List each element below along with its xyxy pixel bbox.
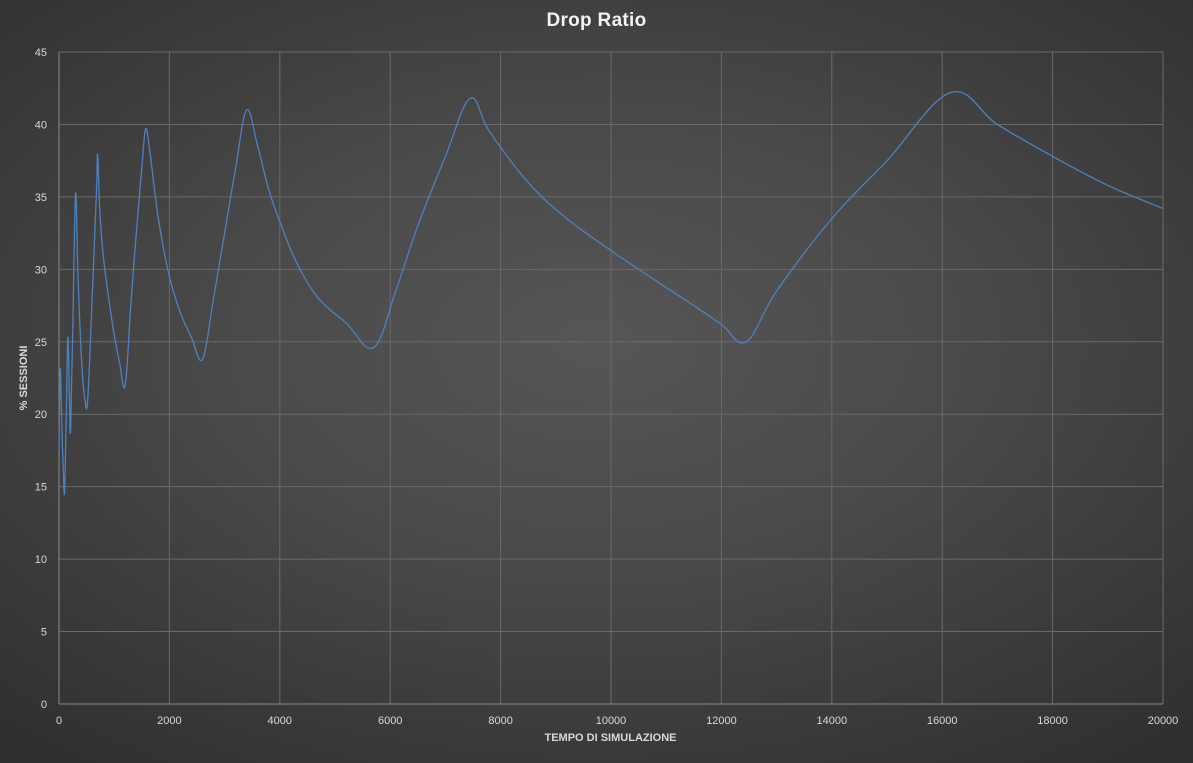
- x-tick-label: 4000: [268, 715, 292, 727]
- x-tick-label: 6000: [378, 715, 402, 727]
- y-tick-label: 30: [35, 264, 47, 276]
- x-axis-title: TEMPO DI SIMULAZIONE: [544, 732, 677, 744]
- x-tick-label: 0: [56, 715, 62, 727]
- y-tick-label: 0: [41, 699, 47, 711]
- x-tick-label: 2000: [157, 715, 181, 727]
- x-tick-label: 20000: [1148, 715, 1179, 727]
- x-tick-label: 16000: [927, 715, 958, 727]
- x-tick-label: 14000: [817, 715, 848, 727]
- y-tick-label: 40: [35, 119, 47, 131]
- y-axis-title: % SESSIONI: [18, 345, 30, 411]
- y-tick-label: 45: [35, 47, 47, 59]
- y-tick-label: 20: [35, 409, 47, 421]
- x-tick-label: 18000: [1037, 715, 1068, 727]
- y-tick-label: 35: [35, 192, 47, 204]
- x-tick-label: 12000: [706, 715, 737, 727]
- y-tick-label: 25: [35, 337, 47, 349]
- x-tick-label: 10000: [596, 715, 627, 727]
- chart-title: Drop Ratio: [546, 10, 647, 31]
- y-tick-label: 5: [41, 627, 47, 639]
- x-tick-label: 8000: [488, 715, 512, 727]
- series-line: [58, 90, 1164, 496]
- y-tick-label: 10: [35, 554, 47, 566]
- y-tick-label: 15: [35, 482, 47, 494]
